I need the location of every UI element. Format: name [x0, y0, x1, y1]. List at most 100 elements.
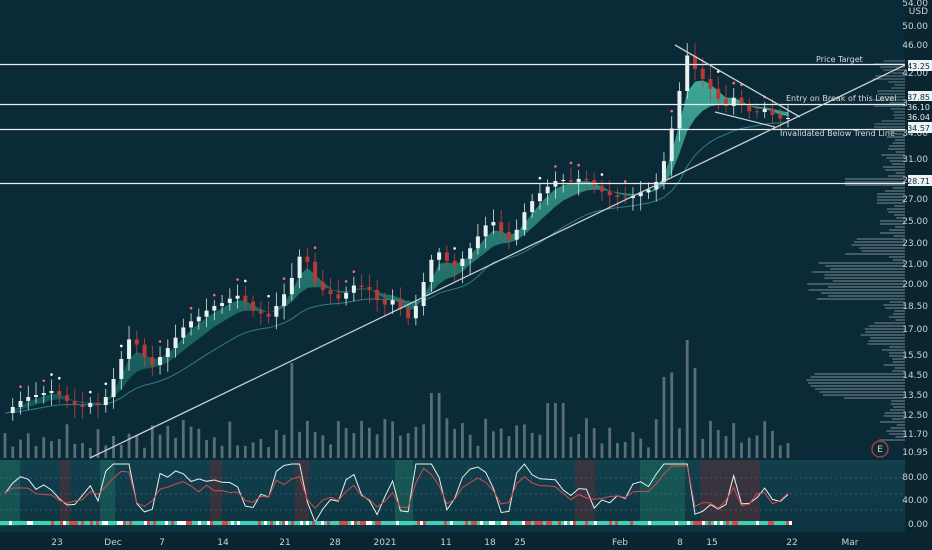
time-tick-label: 15 — [706, 538, 717, 548]
volume-profile-bin — [810, 376, 905, 378]
rsi-state-cell — [357, 521, 360, 525]
rsi-state-cell — [525, 521, 528, 525]
time-tick-label: 22 — [786, 538, 797, 548]
rsi-state-cell — [771, 521, 774, 525]
volume-profile-bin — [889, 409, 905, 411]
rsi-state-cell — [66, 521, 69, 525]
candle-body — [243, 295, 248, 302]
candle-body — [282, 294, 287, 306]
rsi-state-cell — [300, 521, 303, 525]
rsi-state-cell — [186, 521, 189, 525]
volume-profile-bin — [894, 310, 905, 312]
candle-body — [739, 97, 744, 106]
price-axis[interactable]: 54.00USD50.0046.0042.0038.0034.0031.0029… — [902, 0, 932, 530]
candle-body — [623, 197, 628, 199]
rsi-state-cell — [495, 521, 498, 525]
rsi-state-cell — [12, 521, 15, 525]
rsi-state-cell — [384, 521, 387, 525]
signal-dot — [600, 173, 604, 176]
rsi-state-cell — [450, 521, 453, 525]
volume-profile-bin — [861, 250, 905, 252]
price-tag-box — [908, 91, 932, 102]
signal-dot — [267, 294, 270, 298]
candle-body — [786, 118, 790, 119]
rsi-state-cell — [789, 521, 792, 525]
rsi-state-cell — [102, 521, 105, 525]
rsi-state-cell — [429, 521, 432, 525]
volume-profile-bin — [874, 123, 905, 125]
volume-bar — [716, 430, 720, 458]
rsi-state-cell — [705, 521, 708, 525]
price-tick-label: 23.00 — [902, 239, 928, 249]
volume-bar — [267, 447, 270, 458]
candle-body — [615, 195, 620, 198]
volume-bar — [158, 434, 162, 458]
candle-body — [96, 403, 101, 405]
volume-bar — [19, 439, 22, 458]
rsi-state-cell — [558, 521, 561, 525]
price-tag-label: 36.04 — [907, 113, 930, 122]
candle-body — [568, 180, 573, 182]
volume-profile-bin — [894, 367, 905, 369]
candlesticks — [10, 43, 790, 421]
rsi-state-cell — [654, 521, 657, 525]
candle-body — [584, 178, 589, 180]
rsi-state-cell — [567, 521, 570, 525]
volume-bar — [383, 418, 387, 458]
volume-profile-bin — [895, 319, 905, 321]
rsi-tick-label: 40.00 — [902, 496, 928, 506]
candle-body — [227, 298, 232, 304]
volume-bar — [57, 439, 61, 458]
candle-body — [468, 248, 473, 259]
rsi-state-cell — [243, 521, 246, 525]
rsi-state-cell — [213, 521, 216, 525]
time-axis[interactable]: 23 Dec 7 14 21 28 2021 11 18 25 Feb 8 15 22 Mar — [0, 532, 932, 550]
candle-body — [646, 189, 651, 193]
horizontal-levels[interactable] — [0, 63, 905, 185]
rsi-state-cell — [360, 521, 363, 525]
candle-body — [700, 68, 705, 79]
volume-bar — [391, 421, 395, 458]
signal-dot — [623, 180, 627, 183]
volume-profile-bin — [883, 364, 905, 366]
rsi-state-cell — [474, 521, 477, 525]
rsi-state-cell — [603, 521, 606, 525]
rsi-state-cell — [90, 521, 93, 525]
candle-body — [41, 393, 46, 395]
rsi-state-cell — [342, 521, 345, 525]
rsi-state-cell — [720, 521, 723, 525]
volume-profile-bin — [856, 238, 905, 240]
rsi-state-cell — [624, 521, 627, 525]
trend-lines[interactable] — [89, 44, 906, 459]
volume-profile-bin — [824, 277, 905, 279]
volume-bar — [724, 436, 728, 458]
candle-body — [661, 161, 666, 182]
volume-profile-bin — [881, 120, 905, 122]
candle-body — [88, 403, 93, 407]
time-tick-label: Mar — [842, 538, 859, 548]
rsi-state-cell — [132, 521, 135, 525]
rsi-state-cell — [678, 521, 681, 525]
price-tick-label: 10.95 — [902, 448, 928, 458]
rsi-state-cell — [606, 521, 609, 525]
rsi-state-cell — [717, 521, 720, 525]
price-tick-label: 21.00 — [902, 260, 928, 270]
price-tag-box — [908, 175, 932, 186]
rsi-state-cell — [306, 521, 309, 525]
rsi-state-cell — [387, 521, 390, 525]
volume-profile-bin — [888, 211, 905, 213]
rsi-state-cell — [783, 521, 786, 525]
rsi-state-cell — [417, 521, 420, 525]
volume-bar — [189, 426, 193, 458]
volume-profile-bin — [888, 130, 905, 132]
volume-profile-bin — [879, 421, 905, 423]
candle-body — [669, 128, 674, 162]
rsi-state-cell — [0, 521, 3, 525]
rsi-state-cell — [759, 521, 762, 525]
candle-body — [506, 232, 511, 240]
rsi-state-cell — [555, 521, 558, 525]
rsi-state-cell — [99, 521, 102, 525]
rsi-state-cell — [666, 521, 669, 525]
